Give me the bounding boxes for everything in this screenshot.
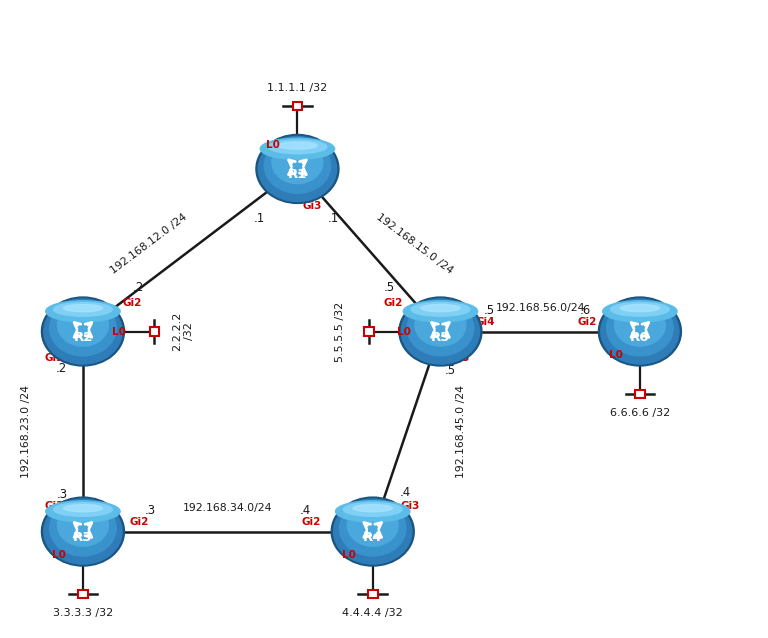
Text: L0: L0 <box>397 327 411 336</box>
Text: 1.1.1.1 /32: 1.1.1.1 /32 <box>267 83 328 93</box>
Bar <box>368 590 378 598</box>
Circle shape <box>601 299 679 364</box>
Text: L0: L0 <box>609 350 623 360</box>
Ellipse shape <box>603 300 677 322</box>
Text: .4: .4 <box>300 505 311 517</box>
Text: Gi3: Gi3 <box>400 501 420 510</box>
Ellipse shape <box>54 302 112 316</box>
Ellipse shape <box>268 140 327 154</box>
Text: .1: .1 <box>328 212 339 225</box>
Ellipse shape <box>278 142 317 149</box>
Circle shape <box>598 297 681 366</box>
Ellipse shape <box>336 501 410 522</box>
Circle shape <box>50 501 116 556</box>
Ellipse shape <box>64 505 102 512</box>
Ellipse shape <box>621 304 660 312</box>
Circle shape <box>399 297 482 366</box>
Ellipse shape <box>403 300 478 322</box>
Ellipse shape <box>64 304 102 312</box>
Text: Gi2: Gi2 <box>122 298 141 308</box>
Ellipse shape <box>46 300 120 322</box>
Text: .5: .5 <box>445 364 455 377</box>
Text: Gi2: Gi2 <box>129 517 148 527</box>
Circle shape <box>614 304 665 346</box>
Text: Gi4: Gi4 <box>475 317 495 327</box>
Bar <box>364 327 374 336</box>
Ellipse shape <box>260 138 335 160</box>
Circle shape <box>347 504 398 546</box>
Circle shape <box>331 497 414 566</box>
Text: Gi2: Gi2 <box>578 317 597 327</box>
Circle shape <box>415 304 466 346</box>
Text: .2: .2 <box>56 362 68 375</box>
Circle shape <box>50 300 116 356</box>
Ellipse shape <box>343 503 402 516</box>
Text: Gi3: Gi3 <box>451 353 470 362</box>
Circle shape <box>44 499 122 564</box>
Text: R6: R6 <box>631 331 650 344</box>
Text: Gi3: Gi3 <box>45 353 64 362</box>
Text: .5: .5 <box>383 281 395 295</box>
Text: L0: L0 <box>266 140 280 150</box>
Ellipse shape <box>411 302 470 316</box>
Bar <box>78 590 88 598</box>
Text: .3: .3 <box>56 488 68 501</box>
Circle shape <box>58 504 108 546</box>
Ellipse shape <box>46 501 120 522</box>
Bar <box>635 390 645 398</box>
Text: .2: .2 <box>133 281 144 295</box>
Circle shape <box>402 299 479 364</box>
Bar <box>150 327 159 336</box>
Text: R3: R3 <box>73 531 93 544</box>
Text: 3.3.3.3 /32: 3.3.3.3 /32 <box>53 608 113 618</box>
Text: 192.168.15.0 /24: 192.168.15.0 /24 <box>374 212 454 276</box>
Text: 192.168.34.0/24: 192.168.34.0/24 <box>183 503 273 513</box>
Text: .3: .3 <box>145 505 156 517</box>
Text: L0: L0 <box>342 551 356 560</box>
Text: 4.4.4.4 /32: 4.4.4.4 /32 <box>343 608 403 618</box>
Text: .5: .5 <box>483 304 495 317</box>
Text: 192.168.45.0 /24: 192.168.45.0 /24 <box>455 385 465 478</box>
Bar <box>293 102 303 110</box>
Ellipse shape <box>421 304 460 312</box>
Circle shape <box>339 501 406 556</box>
Circle shape <box>58 304 108 346</box>
Text: 2.2.2.2
/32: 2.2.2.2 /32 <box>172 312 194 351</box>
Text: .1: .1 <box>253 212 265 225</box>
Circle shape <box>264 138 331 193</box>
Circle shape <box>407 300 474 356</box>
Text: Gi3: Gi3 <box>303 201 322 211</box>
Text: L0: L0 <box>52 551 66 560</box>
Text: 192.168.23.0 /24: 192.168.23.0 /24 <box>22 385 31 478</box>
Circle shape <box>607 300 674 356</box>
Text: Gi2: Gi2 <box>383 298 403 308</box>
Text: .6: .6 <box>580 304 591 317</box>
Text: .4: .4 <box>399 486 411 499</box>
Text: 192.168.56.0/24: 192.168.56.0/24 <box>495 303 585 313</box>
Text: R2: R2 <box>73 331 93 344</box>
Text: Gi3: Gi3 <box>45 501 64 510</box>
Ellipse shape <box>353 505 392 512</box>
Circle shape <box>44 299 122 364</box>
Text: 6.6.6.6 /32: 6.6.6.6 /32 <box>610 408 670 418</box>
Circle shape <box>272 141 323 184</box>
Text: Gi2: Gi2 <box>283 190 302 200</box>
Ellipse shape <box>54 503 112 516</box>
Ellipse shape <box>611 302 669 316</box>
Circle shape <box>41 297 124 366</box>
Text: Gi2: Gi2 <box>302 517 321 527</box>
Circle shape <box>41 497 124 566</box>
Text: R5: R5 <box>431 331 450 344</box>
Circle shape <box>258 137 336 202</box>
Text: 192.168.12.0 /24: 192.168.12.0 /24 <box>108 212 189 276</box>
Text: 5.5.5.5 /32: 5.5.5.5 /32 <box>336 301 346 362</box>
Text: R1: R1 <box>288 168 307 181</box>
Text: L0: L0 <box>112 327 126 336</box>
Text: R4: R4 <box>363 531 382 544</box>
Circle shape <box>333 499 412 564</box>
Circle shape <box>256 135 339 204</box>
